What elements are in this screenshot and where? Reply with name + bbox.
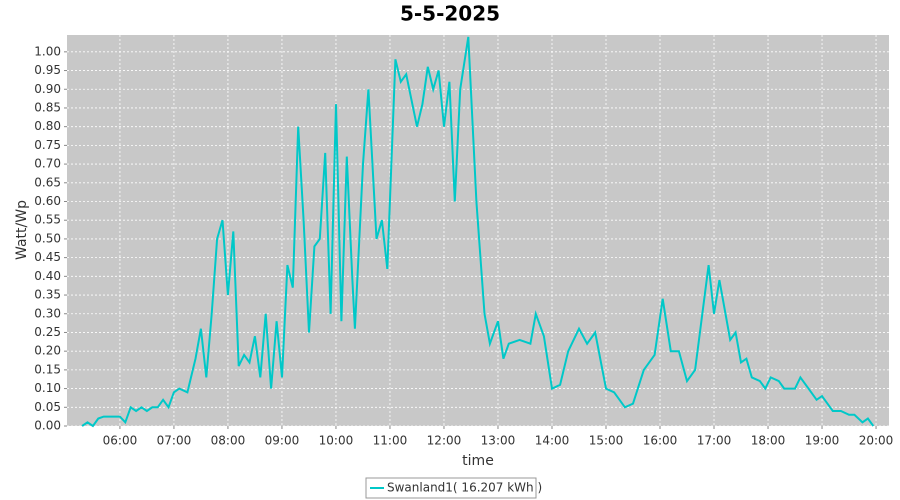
x-tick-label: 10:00: [319, 434, 354, 448]
y-tick-label: 0.85: [34, 100, 61, 114]
legend-label: Swanland1( 16.207 kWh ): [387, 481, 542, 495]
legend: Swanland1( 16.207 kWh ): [365, 477, 542, 499]
y-tick-label: 0.70: [34, 157, 61, 171]
x-tick-label: 08:00: [211, 434, 246, 448]
y-tick-label: 0.20: [34, 344, 61, 358]
x-tick-label: 07:00: [157, 434, 192, 448]
y-tick-label: 1.00: [34, 44, 61, 58]
x-axis-title: time: [462, 453, 494, 469]
y-axis-title: Watt/Wp: [14, 200, 30, 260]
y-tick-label: 0.35: [34, 288, 61, 302]
y-tick-label: 0.60: [34, 194, 61, 208]
y-tick-label: 0.75: [34, 138, 61, 152]
series-line: [81, 36, 875, 428]
x-tick-label: 16:00: [643, 434, 678, 448]
legend-box: [365, 477, 537, 499]
y-tick-label: 0.55: [34, 213, 61, 227]
y-tick-label: 0.30: [34, 306, 61, 320]
x-tick-label: 11:00: [373, 434, 408, 448]
x-tick-label: 13:00: [481, 434, 516, 448]
x-tick-label: 17:00: [697, 434, 732, 448]
y-tick-label: 0.05: [34, 400, 61, 414]
x-tick-label: 14:00: [535, 434, 570, 448]
y-tick-label: 0.95: [34, 63, 61, 77]
y-tick-label: 0.90: [34, 82, 61, 96]
x-tick-label: 06:00: [103, 434, 138, 448]
x-tick-label: 15:00: [589, 434, 624, 448]
y-tick-label: 0.45: [34, 250, 61, 264]
chart-title: 5-5-2025: [400, 2, 500, 26]
x-tick-label: 12:00: [427, 434, 462, 448]
y-tick-label: 0.25: [34, 325, 61, 339]
y-tick-label: 0.15: [34, 362, 61, 376]
y-tick-label: 0.40: [34, 269, 61, 283]
x-tick-label: 09:00: [265, 434, 300, 448]
y-tick-label: 0.65: [34, 175, 61, 189]
x-tick-label: 19:00: [805, 434, 840, 448]
x-tick-label: 18:00: [751, 434, 786, 448]
y-tick-label: 0.00: [34, 419, 61, 433]
y-tick-label: 0.80: [34, 119, 61, 133]
x-tick-label: 20:00: [859, 434, 894, 448]
y-tick-label: 0.50: [34, 231, 61, 245]
y-tick-label: 0.10: [34, 381, 61, 395]
